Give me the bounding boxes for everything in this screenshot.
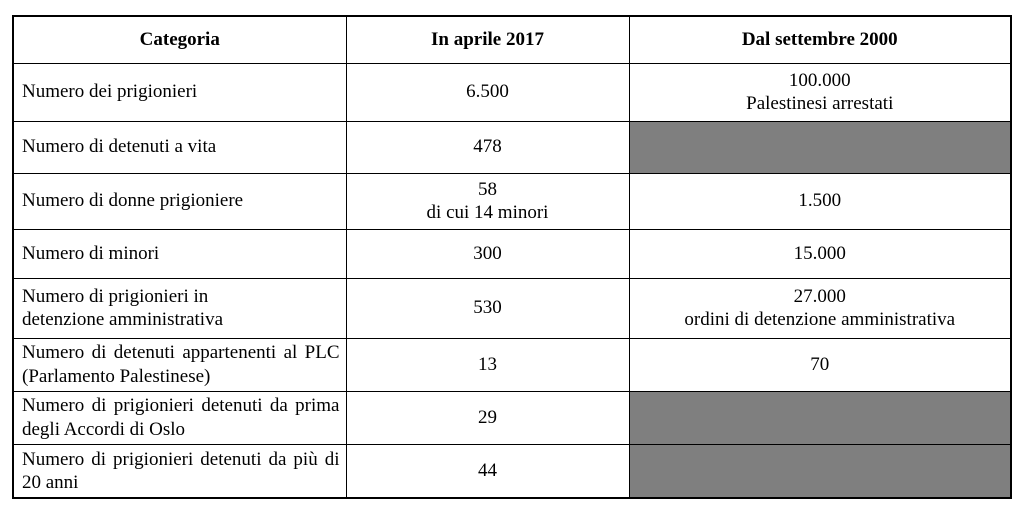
table-row: Numero di prigionieri in detenzione ammi… — [12, 277, 1012, 339]
header-settembre-2000: Dal settembre 2000 — [628, 15, 1012, 64]
cell-categoria: Numero di minori — [12, 228, 347, 279]
cell-aprile2017: 29 — [345, 390, 630, 445]
table-row: Numero di detenuti appartenenti al PLC (… — [12, 337, 1012, 392]
cell-categoria: Numero di prigionieri detenuti da più di… — [12, 443, 347, 499]
table-row: Numero di donne prigioniere 58 di cui 14… — [12, 172, 1012, 230]
table-row: Numero dei prigionieri 6.500 100.000 Pal… — [12, 62, 1012, 122]
header-categoria: Categoria — [12, 15, 347, 64]
header-aprile-2017: In aprile 2017 — [345, 15, 630, 64]
table-row: Numero di minori 300 15.000 — [12, 228, 1012, 279]
cell-settembre2000: 100.000 Palestinesi arrestati — [628, 62, 1012, 122]
cell-categoria: Numero di donne prigioniere — [12, 172, 347, 230]
shaded-cell — [628, 390, 1012, 445]
table-row: Numero di prigionieri detenuti da più di… — [12, 443, 1012, 499]
cell-categoria: Numero di prigionieri detenuti da prima … — [12, 390, 347, 445]
prisoners-statistics-table: Categoria In aprile 2017 Dal settembre 2… — [12, 15, 1012, 499]
cell-categoria: Numero di detenuti appartenenti al PLC (… — [12, 337, 347, 392]
cell-categoria: Numero dei prigionieri — [12, 62, 347, 122]
cell-settembre2000: 70 — [628, 337, 1012, 392]
cell-aprile2017: 6.500 — [345, 62, 630, 122]
table-row: Numero di detenuti a vita 478 — [12, 120, 1012, 174]
cell-aprile2017: 58 di cui 14 minori — [345, 172, 630, 230]
cell-categoria: Numero di prigionieri in detenzione ammi… — [12, 277, 347, 339]
cell-settembre2000: 27.000 ordini di detenzione amministrati… — [628, 277, 1012, 339]
cell-settembre2000: 1.500 — [628, 172, 1012, 230]
cell-aprile2017: 530 — [345, 277, 630, 339]
header-row: Categoria In aprile 2017 Dal settembre 2… — [12, 15, 1012, 64]
shaded-cell — [628, 120, 1012, 174]
cell-aprile2017: 478 — [345, 120, 630, 174]
table-row: Numero di prigionieri detenuti da prima … — [12, 390, 1012, 445]
cell-aprile2017: 13 — [345, 337, 630, 392]
cell-aprile2017: 300 — [345, 228, 630, 279]
cell-aprile2017: 44 — [345, 443, 630, 499]
shaded-cell — [628, 443, 1012, 499]
cell-categoria: Numero di detenuti a vita — [12, 120, 347, 174]
cell-settembre2000: 15.000 — [628, 228, 1012, 279]
